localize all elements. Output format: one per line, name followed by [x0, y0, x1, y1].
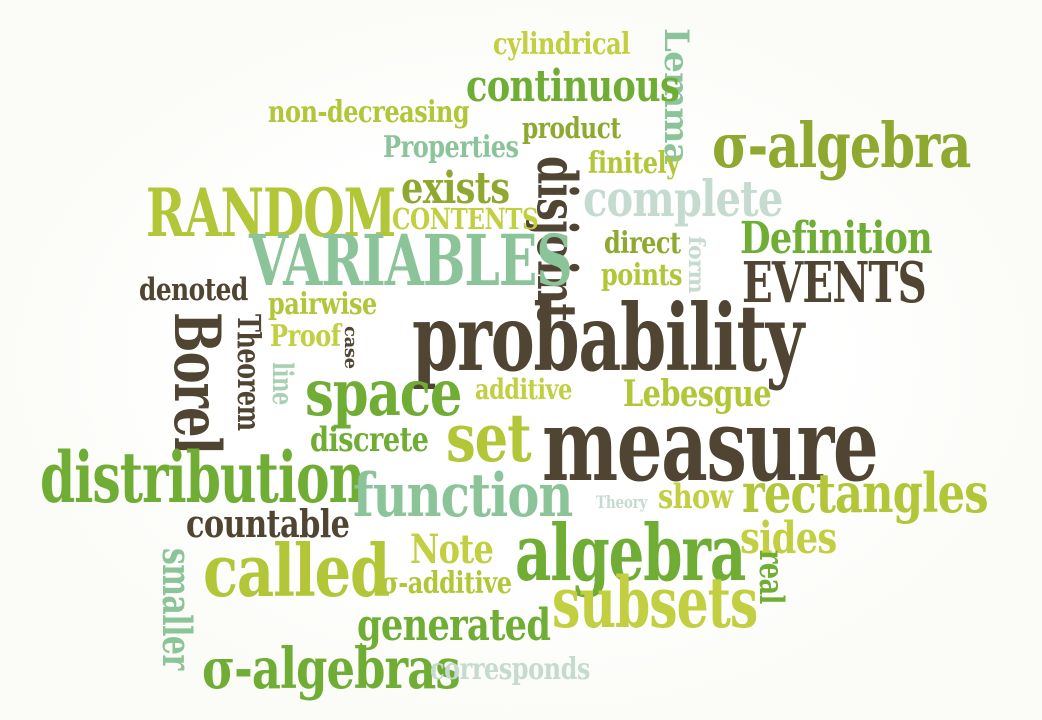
word-points: points — [601, 258, 683, 293]
word-denoted: denoted — [139, 272, 248, 308]
word-rectangles: rectangles — [742, 461, 989, 525]
word-direct: direct — [604, 226, 681, 261]
word-proof: Proof — [270, 319, 341, 354]
word-properties: Properties — [383, 130, 519, 165]
word-space: space — [305, 356, 462, 431]
word-pairwise: pairwise — [268, 287, 377, 322]
word-contents: CONTENTS — [392, 202, 539, 236]
word-discrete: discrete — [310, 420, 429, 460]
word-lebesgue: Lebesgue — [623, 373, 772, 415]
word-generated: generated — [357, 600, 551, 651]
word-non-decreasing: non-decreasing — [268, 95, 470, 130]
word-set: set — [446, 399, 532, 477]
word-algebra: algebra — [515, 508, 746, 599]
word-line: line — [266, 362, 299, 405]
word-sigma-algebra: σ-algebra — [712, 109, 971, 182]
word-note: Note — [410, 526, 494, 573]
word-show: show — [658, 477, 733, 517]
word-borel: Borel — [159, 312, 234, 454]
word-probability: probability — [412, 284, 804, 392]
word-theory: Theory — [596, 493, 648, 513]
word-sigma-algebras: σ-algebras — [202, 636, 461, 702]
word-product: product — [522, 111, 621, 145]
word-cylindrical: cylindrical — [493, 27, 630, 62]
word-called: called — [203, 528, 390, 613]
word-random: RANDOM — [146, 174, 396, 252]
word-countable: countable — [186, 501, 350, 546]
word-distribution: distribution — [40, 436, 365, 519]
word-function: function — [353, 461, 573, 531]
word-definition: Definition — [740, 213, 933, 264]
word-measure: measure — [542, 386, 879, 504]
word-continuous: continuous — [466, 61, 680, 112]
word-variables: VARIABLES — [249, 219, 573, 302]
word-smaller: smaller — [153, 548, 200, 670]
word-corresponds: corresponds — [430, 652, 590, 687]
word-finitely: finitely — [588, 146, 680, 181]
word-events: EVENTS — [742, 250, 927, 316]
word-subsets: subsets — [552, 561, 758, 644]
word-complete: complete — [583, 169, 783, 228]
word-theorem: Theorem — [230, 314, 268, 431]
word-real: real — [751, 550, 791, 604]
word-sigma-additive: σ-additive — [381, 566, 512, 601]
word-exists: exists — [401, 163, 510, 214]
word-additive: additive — [475, 373, 572, 406]
word-sides: sides — [740, 513, 837, 564]
